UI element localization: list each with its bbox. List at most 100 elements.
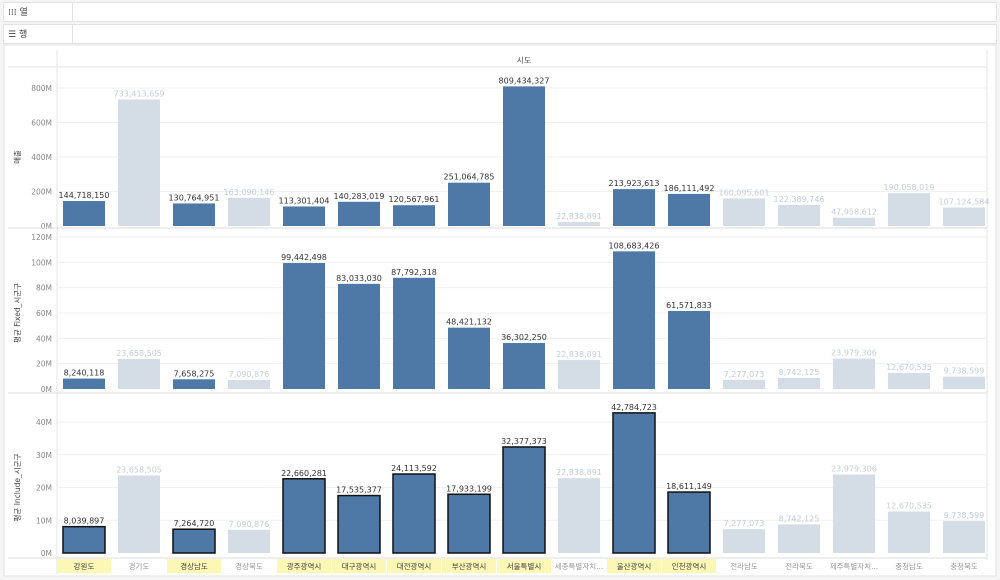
bar[interactable] [447,493,491,554]
bar[interactable] [778,377,820,389]
x-tick-label[interactable]: 전라북도 [785,561,813,571]
bar[interactable] [228,197,270,226]
bar[interactable] [612,412,656,554]
bar[interactable] [503,343,545,389]
bar[interactable] [778,524,820,553]
data-label: 144,718,150 [59,191,110,200]
x-tick-label[interactable]: 경기도 [129,561,150,571]
bar[interactable] [118,359,160,389]
rows-icon: ☰ [8,30,17,40]
data-label: 23,658,505 [116,466,162,475]
data-label: 23,979,306 [831,464,877,473]
bar[interactable] [503,86,545,226]
category-highlight [497,559,551,573]
x-tick-label[interactable]: 세종특별자치... [555,561,604,571]
x-tick-label[interactable]: 대전광역시 [397,561,432,571]
bar[interactable] [558,478,600,553]
bar[interactable] [943,207,985,226]
bar[interactable] [228,529,270,553]
bar[interactable] [63,201,105,226]
x-tick-label[interactable]: 충청북도 [950,562,978,571]
bar[interactable] [62,525,106,554]
bar[interactable] [943,376,985,389]
data-label: 18,611,149 [666,482,712,491]
bar[interactable] [723,198,765,226]
bar[interactable] [668,193,710,226]
bar[interactable] [393,205,435,226]
rows-shelf: ☰ 행 합계(매출) 평균(Fixed_시군구) 평균(Include_시군구) [3,24,997,44]
x-tick-label[interactable]: 광주광역시 [287,561,322,571]
data-label: 7,090,876 [229,520,270,529]
bar[interactable] [667,491,711,554]
data-label: 24,113,592 [391,464,437,473]
data-label: 8,039,897 [64,517,105,526]
bar[interactable] [723,379,765,389]
bar[interactable] [228,380,270,389]
x-tick-label[interactable]: 대구광역시 [342,561,377,571]
data-label: 809,434,327 [499,76,550,85]
bar[interactable] [502,446,546,554]
category-highlight [332,559,386,573]
data-label: 87,792,318 [391,268,437,277]
bar[interactable] [118,99,160,226]
x-tick-label[interactable]: 강원도 [74,561,95,571]
data-label: 7,264,720 [174,519,215,528]
bar[interactable] [338,201,380,226]
category-highlight [607,559,661,573]
x-tick-label[interactable]: 경상남도 [180,561,208,571]
pill-sum-sales[interactable]: 합계(매출) [82,28,120,38]
bar[interactable] [393,277,435,389]
bar[interactable] [613,251,655,389]
x-tick-label[interactable]: 제주특별자치... [830,561,879,571]
pill-avg-include[interactable]: 평균(Include_시군구) [288,28,369,38]
bar[interactable] [63,378,105,389]
bar[interactable] [172,528,216,554]
bar[interactable] [558,222,600,226]
data-label: 47,958,612 [831,208,877,217]
y-tick-label: 600M [31,119,52,128]
data-label: 213,923,613 [609,179,660,188]
bar[interactable] [337,494,381,554]
bar[interactable] [723,529,765,553]
bar[interactable] [778,204,820,226]
bar[interactable] [888,193,930,226]
bar[interactable] [613,189,655,226]
data-label: 108,683,426 [609,241,660,250]
bar[interactable] [118,475,160,553]
bar[interactable] [338,283,380,389]
pill-avg-fixed[interactable]: 평균(Fixed_시군구) [186,28,259,38]
category-highlight [277,559,331,573]
bar[interactable] [668,311,710,389]
y-tick-label: 100M [31,258,52,267]
bar[interactable] [833,358,875,389]
bar[interactable] [173,203,215,226]
data-label: 22,660,281 [281,469,327,478]
data-label: 99,442,498 [281,253,327,262]
x-tick-label[interactable]: 울산광역시 [617,561,652,571]
bar[interactable] [282,478,326,554]
columns-icon: ⁞⁞⁞ [8,8,17,18]
bar[interactable] [943,521,985,553]
x-tick-label[interactable]: 전라남도 [730,561,758,571]
pill-sido[interactable]: 시도 [82,6,98,16]
bar[interactable] [888,372,930,389]
bar[interactable] [833,474,875,553]
bar[interactable] [283,206,325,226]
y-tick-label: 0M [41,549,52,558]
y-tick-label: 20M [36,484,52,493]
bar[interactable] [448,327,490,389]
y-tick-label: 120M [31,233,52,242]
bar[interactable] [558,360,600,389]
bar[interactable] [173,379,215,389]
bar[interactable] [888,511,930,553]
x-tick-label[interactable]: 인천광역시 [672,561,707,571]
bar[interactable] [283,263,325,389]
x-tick-label[interactable]: 경상북도 [235,561,263,571]
x-tick-label[interactable]: 부산광역시 [452,561,487,571]
bar[interactable] [448,182,490,226]
x-tick-label[interactable]: 서울특별시 [507,561,542,571]
category-highlight [387,559,441,573]
x-tick-label[interactable]: 충청남도 [895,562,923,571]
bar[interactable] [833,217,875,226]
bar[interactable] [392,473,436,554]
